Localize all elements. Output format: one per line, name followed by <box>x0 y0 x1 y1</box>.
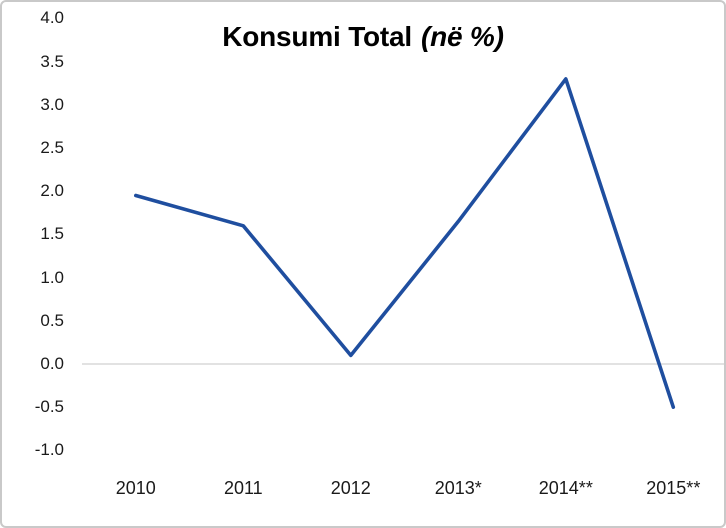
y-tick-label: -1.0 <box>34 440 64 460</box>
y-tick-label: 2.0 <box>40 181 64 201</box>
chart-title-unit: (në %) <box>420 21 504 52</box>
x-tick-label: 2015** <box>646 478 701 498</box>
y-tick-label: 0.0 <box>40 354 64 373</box>
y-tick-label: -0.5 <box>34 397 64 417</box>
x-tick-label: 2012 <box>330 478 371 498</box>
y-tick-label: 1.5 <box>40 224 64 244</box>
y-tick-label: 2.5 <box>40 138 64 157</box>
chart-title: Konsumi Total (në %) <box>2 21 724 53</box>
x-tick-label: 2010 <box>115 478 156 498</box>
x-tick-label: 2011 <box>223 478 263 498</box>
chart-title-main: Konsumi Total <box>222 21 412 52</box>
x-tick-label: 2013* <box>434 478 482 498</box>
x-tick-label: 2014** <box>538 478 593 498</box>
y-tick-label: 3.5 <box>40 51 64 71</box>
y-tick-label: 1.0 <box>40 267 64 287</box>
y-tick-label: 3.0 <box>40 94 64 114</box>
y-tick-label: 0.5 <box>40 310 64 330</box>
series-line <box>134 77 676 410</box>
y-tick-label: 4.0 <box>40 8 64 28</box>
